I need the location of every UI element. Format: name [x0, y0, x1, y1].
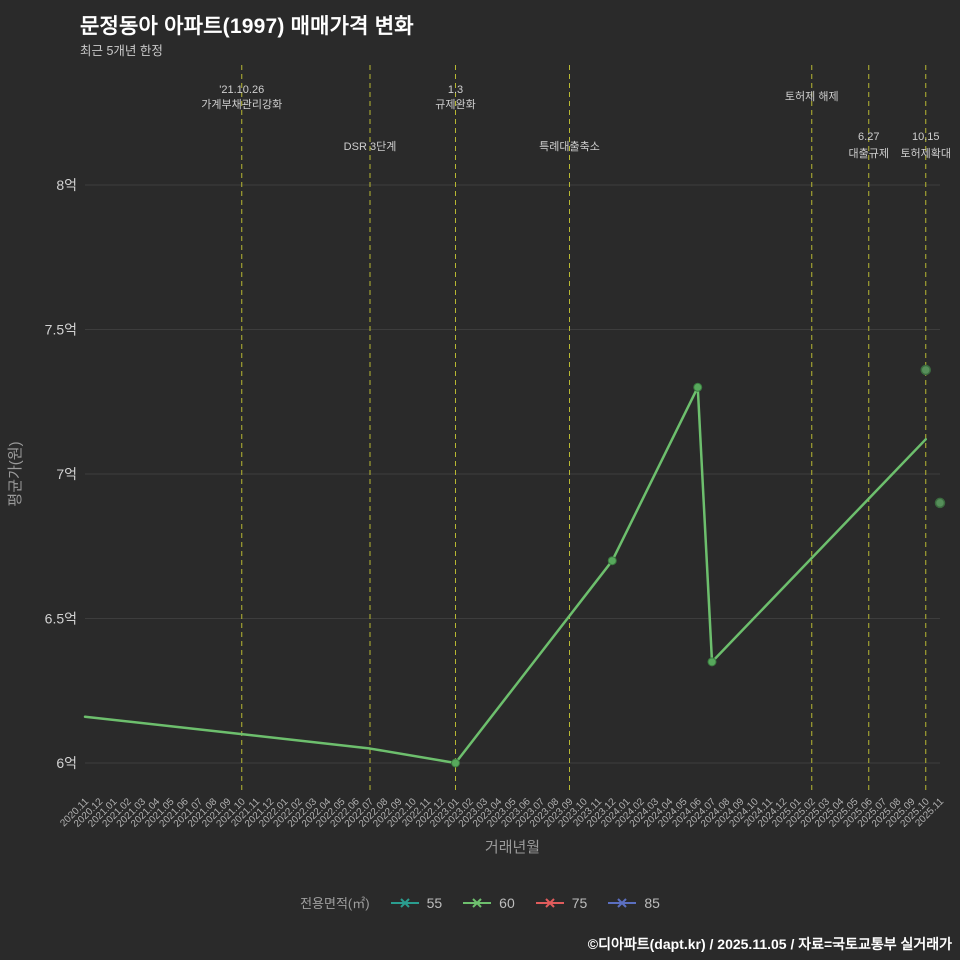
legend-line-x-marker-icon [463, 897, 492, 908]
y-tick-label: 7억 [56, 466, 77, 482]
legend-line-x-marker-icon [390, 897, 419, 908]
event-annotation: '21.10.26 [219, 84, 264, 96]
series-line-60 [83, 386, 927, 765]
event-annotation: 대출규제 [849, 147, 889, 160]
footer-credit: ©디아파트(dapt.kr) / 2025.11.05 / 자료=국토교통부 실… [587, 936, 952, 952]
y-tick-label: 7.5억 [45, 322, 77, 338]
scatter-point [934, 497, 946, 509]
legend: 전용면적(㎡) 55 60 75 85 [0, 893, 960, 912]
legend-line-x-marker-icon [608, 897, 637, 908]
legend-items: 55 60 75 85 [390, 895, 660, 911]
legend-title: 전용면적(㎡) [300, 896, 370, 911]
scatter-point [920, 364, 931, 376]
event-annotation: 1.3 [448, 84, 463, 96]
legend-item-label: 55 [426, 894, 443, 911]
event-annotation: DSR 3단계 [344, 140, 397, 153]
legend-item-85[interactable]: 85 [607, 895, 660, 911]
x-axis-title: 거래년월 [485, 839, 540, 856]
event-annotation: 토허제 해제 [785, 89, 839, 103]
legend-item-label: 75 [571, 894, 588, 911]
event-annotation: 10.15 [912, 131, 940, 143]
event-annotation: 규제완화 [435, 98, 475, 111]
series-marker [707, 657, 717, 667]
series-marker [607, 556, 617, 566]
legend-item-55[interactable]: 55 [390, 894, 443, 911]
page-title: 문정동아 아파트(1997) 매매가격 변화 [80, 15, 414, 38]
event-annotation: 가계부채관리강화 [201, 98, 282, 111]
legend-item-75[interactable]: 75 [535, 894, 588, 911]
legend-item-label: 60 [499, 894, 515, 911]
event-annotation: 6.27 [858, 131, 879, 143]
y-tick-label: 8억 [56, 177, 77, 193]
event-annotation: 토허제확대 [900, 147, 951, 160]
y-tick-label: 6억 [56, 755, 77, 771]
legend-item-60[interactable]: 60 [462, 895, 515, 911]
series-marker [451, 758, 460, 768]
event-annotation: 특례대출축소 [539, 140, 600, 153]
legend-line-x-marker-icon [535, 897, 564, 908]
y-tick-label: 6.5억 [45, 611, 77, 627]
series-marker [693, 382, 703, 392]
price-line-chart: 6억 6.5억 7억 7.5억 8억 '21.10.26 가계부채관리강화 DSR 3단계 1.… [7, 65, 951, 856]
y-axis-title: 평균가(원) [7, 441, 24, 506]
page-subtitle: 최근 5개년 한정 [80, 44, 163, 58]
legend-item-label: 85 [644, 894, 660, 911]
